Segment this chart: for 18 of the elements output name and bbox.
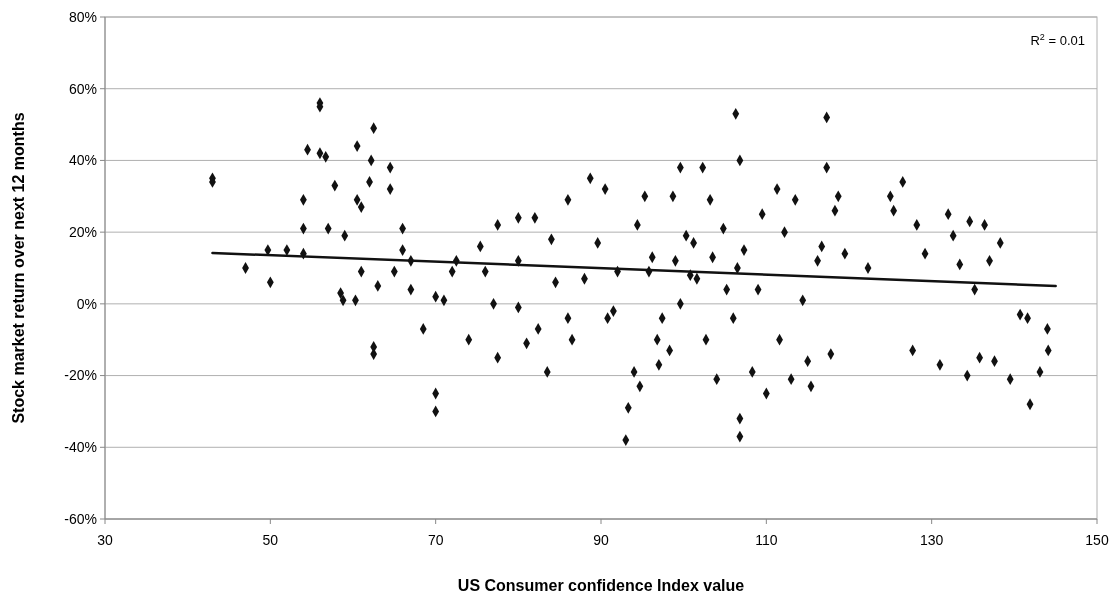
- x-tick-label: 150: [1085, 532, 1109, 548]
- y-tick-label: -20%: [64, 367, 97, 384]
- y-axis-title: Stock market return over next 12 months: [10, 112, 27, 424]
- y-tick-label: 80%: [68, 8, 97, 25]
- y-tick-label: 60%: [68, 80, 97, 97]
- x-tick-label: 30: [97, 532, 113, 548]
- x-tick-label: 130: [919, 532, 944, 548]
- x-tick-label: 50: [262, 532, 279, 548]
- x-tick-label: 110: [755, 532, 778, 548]
- y-tick-label: -60%: [64, 510, 97, 527]
- x-tick-label: 70: [427, 532, 444, 548]
- x-axis-title: US Consumer confidence Index value: [457, 577, 745, 594]
- y-tick-label: 0%: [76, 295, 97, 312]
- y-tick-label: -40%: [64, 439, 97, 456]
- y-tick-label: 40%: [68, 152, 97, 169]
- x-tick-label: 90: [593, 532, 609, 548]
- annotation: R$^{2}$ = 0.01: [1030, 32, 1085, 48]
- y-tick-label: 20%: [68, 224, 97, 241]
